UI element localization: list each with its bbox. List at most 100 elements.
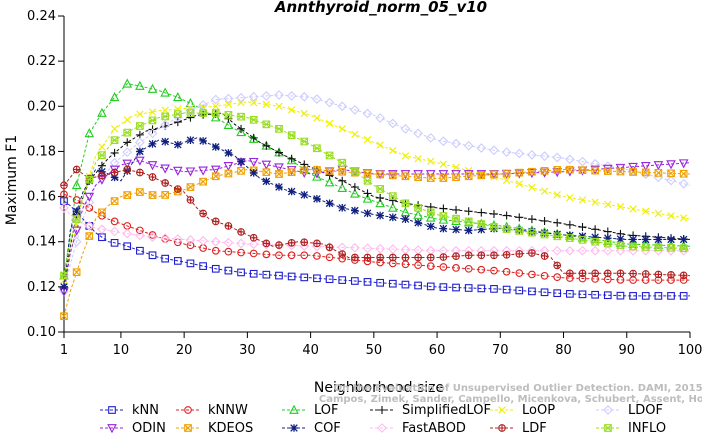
data-point — [84, 192, 95, 202]
data-point — [350, 183, 359, 192]
data-point — [275, 251, 283, 260]
data-point — [275, 183, 283, 191]
data-point — [553, 273, 562, 282]
data-point — [502, 169, 511, 178]
data-point — [591, 225, 600, 234]
data-point — [224, 111, 233, 119]
data-point — [147, 161, 158, 171]
data-point — [414, 218, 422, 227]
data-point — [287, 154, 296, 163]
data-point — [210, 236, 221, 247]
data-point — [237, 98, 245, 107]
legend-item: kNN — [100, 403, 159, 418]
data-point — [351, 167, 359, 176]
data-point — [615, 245, 626, 256]
data-point — [552, 152, 563, 163]
data-point — [325, 243, 334, 252]
data-point — [123, 191, 132, 199]
data-point — [237, 228, 245, 236]
data-point — [109, 91, 120, 102]
data-point — [186, 241, 195, 250]
data-point — [60, 312, 68, 321]
data-point — [122, 147, 133, 158]
data-point — [186, 183, 195, 191]
data-point — [414, 261, 422, 270]
legend-marker — [108, 406, 116, 414]
data-point — [110, 136, 119, 144]
data-point — [249, 249, 258, 258]
data-point — [401, 253, 410, 262]
data-point — [148, 251, 157, 260]
legend-marker — [498, 406, 506, 414]
data-point — [490, 222, 498, 231]
data-point — [654, 243, 663, 252]
data-point — [376, 185, 385, 193]
data-point — [287, 106, 296, 114]
series-layer — [59, 78, 691, 321]
data-point — [349, 242, 360, 253]
data-point — [98, 151, 106, 160]
data-point — [325, 199, 334, 208]
data-point — [363, 253, 372, 262]
data-point — [160, 87, 170, 97]
data-point — [678, 159, 689, 169]
data-point — [603, 269, 612, 278]
data-point — [616, 241, 625, 250]
data-point — [338, 250, 347, 258]
data-point — [338, 276, 347, 284]
data-point — [667, 235, 675, 244]
legend-item: LDF — [490, 421, 547, 434]
data-point — [642, 207, 650, 215]
data-point — [477, 171, 486, 180]
series-inflo — [60, 109, 691, 280]
data-point — [275, 125, 283, 133]
data-point — [515, 168, 524, 177]
data-point — [223, 237, 234, 248]
data-point — [426, 262, 435, 270]
data-point — [351, 130, 359, 138]
data-point — [261, 160, 272, 170]
data-point — [186, 136, 195, 144]
data-point — [84, 128, 95, 138]
data-point — [211, 143, 220, 151]
data-point — [161, 179, 170, 187]
data-point — [136, 246, 144, 255]
data-point — [110, 168, 119, 177]
data-point — [463, 217, 474, 227]
data-point — [654, 270, 663, 279]
y-tick-label: 0.10 — [27, 325, 56, 340]
data-point — [136, 147, 144, 156]
data-point — [122, 228, 133, 239]
data-point — [198, 100, 208, 110]
data-point — [438, 136, 449, 147]
data-point — [123, 128, 132, 137]
data-point — [553, 232, 562, 241]
data-point — [376, 193, 385, 202]
data-point — [477, 220, 486, 228]
data-point — [210, 165, 221, 175]
data-point — [477, 284, 486, 293]
data-point — [85, 204, 94, 212]
data-point — [376, 141, 384, 149]
data-point — [616, 167, 625, 176]
data-point — [414, 253, 422, 262]
data-point — [362, 108, 373, 119]
data-point — [60, 181, 68, 190]
data-point — [199, 262, 207, 270]
data-point — [362, 193, 373, 203]
data-point — [667, 243, 675, 252]
data-point — [679, 292, 688, 300]
data-point — [577, 245, 588, 256]
data-point — [363, 209, 372, 218]
data-point — [502, 176, 511, 185]
data-point — [72, 207, 81, 216]
data-point — [388, 196, 397, 205]
data-point — [173, 257, 182, 265]
data-point — [224, 149, 233, 157]
legend-label: LDF — [522, 421, 547, 434]
data-point — [667, 271, 675, 279]
data-point — [122, 159, 133, 169]
data-point — [287, 238, 296, 247]
data-point — [325, 275, 334, 284]
data-point — [502, 267, 511, 276]
